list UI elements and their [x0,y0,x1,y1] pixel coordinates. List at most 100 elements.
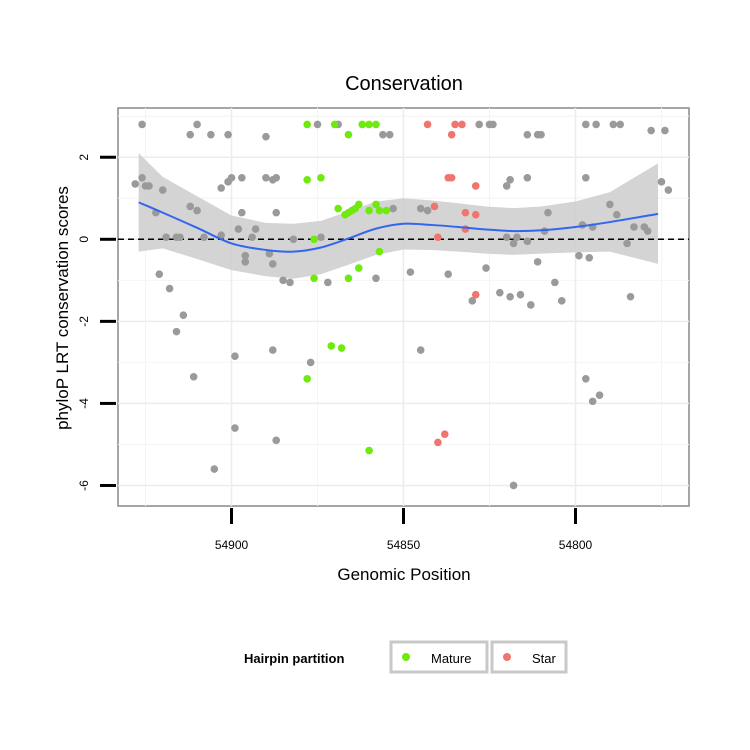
y-axis: 2 0 -2 -4 -6 [77,154,116,491]
data-point-other [626,292,635,301]
data-point-other [523,173,532,182]
data-point-other [516,290,525,299]
data-point-other [444,270,453,278]
x-axis-title: Genomic Position [337,565,470,584]
x-tick-label: 54800 [559,538,593,552]
data-point-other [523,237,532,246]
y-tick-label: 2 [77,154,91,161]
legend: Hairpin partition Mature Star [244,640,568,674]
data-point-other [385,130,394,139]
data-point-other [155,270,164,278]
data-point-mature [310,274,318,283]
data-point-other [551,278,559,287]
data-point-star [471,290,480,299]
data-point-mature [327,342,336,350]
smooth-confidence-band [138,153,659,279]
data-point-other [179,311,188,320]
data-point-mature [330,120,339,129]
data-point-other [609,120,618,129]
data-point-other [582,120,590,129]
x-tick-label: 54850 [387,538,421,552]
data-point-other [606,200,614,209]
data-point-other [272,208,281,217]
legend-label-star: Star [532,651,557,666]
data-point-other [289,235,298,244]
data-point-other [227,173,236,182]
data-point-other [557,297,566,305]
data-point-other [664,186,673,194]
legend-key-box-mature [389,640,489,674]
data-point-mature [354,200,363,209]
data-point-mature [344,274,353,283]
data-point-other [268,260,277,268]
data-point-mature [372,200,380,209]
data-point-mature [365,206,373,215]
y-tick-label: -4 [77,398,91,409]
data-point-other [423,206,432,215]
data-point-other [513,233,521,242]
data-point-other [502,182,511,190]
data-point-other [482,264,490,272]
data-point-mature [365,120,373,129]
data-point-star [461,208,470,217]
data-point-other [306,358,315,367]
data-point-other [523,130,532,139]
data-point-other [200,233,208,242]
plot-area [117,107,690,507]
data-point-other [582,173,590,182]
data-point-other [207,130,215,139]
legend-label-mature: Mature [431,651,471,666]
data-point-other [630,223,638,231]
data-point-other [193,120,201,129]
data-point-other [585,253,594,262]
data-point-other [131,180,139,188]
data-point-other [217,184,225,192]
data-point-other [657,178,666,186]
data-point-other [468,297,477,305]
data-point-mature [344,130,353,139]
data-point-mature [372,120,380,129]
data-point-mature [303,176,311,184]
data-point-star [451,120,459,129]
data-point-mature [358,120,367,129]
data-point-other [616,120,625,129]
data-point-other [231,424,239,432]
data-point-other [661,126,669,135]
data-point-star [434,438,442,447]
data-point-mature [334,204,342,213]
data-point-other [588,397,597,406]
data-point-star [471,182,480,190]
data-point-other [262,173,270,182]
data-point-mature [337,344,346,352]
data-point-mature [303,375,311,383]
chart-title: Conservation [345,73,463,95]
data-point-other [502,233,511,242]
data-point-other [238,173,246,182]
data-point-mature [317,173,325,182]
data-point-mature [310,235,318,244]
data-point-other [595,391,604,400]
data-point-other [241,258,250,266]
data-point-other [217,231,225,239]
data-point-other [268,346,277,354]
data-point-other [582,375,590,383]
data-point-other [533,258,542,266]
data-point-other [210,465,219,473]
data-point-star [423,120,432,129]
data-point-mature [375,247,384,256]
data-point-mature [365,446,373,455]
data-point-other [416,346,425,354]
data-point-other [509,239,518,248]
data-point-other [526,301,535,309]
data-point-other [176,233,184,242]
data-point-other [193,206,201,215]
data-point-other [158,186,167,194]
data-point-other [138,173,146,182]
data-point-other [489,120,497,129]
data-point-other [272,436,281,445]
data-point-other [544,208,552,217]
data-point-other [575,251,583,260]
data-point-other [612,210,621,219]
data-point-other [279,276,287,285]
y-tick-label: -2 [77,316,91,327]
